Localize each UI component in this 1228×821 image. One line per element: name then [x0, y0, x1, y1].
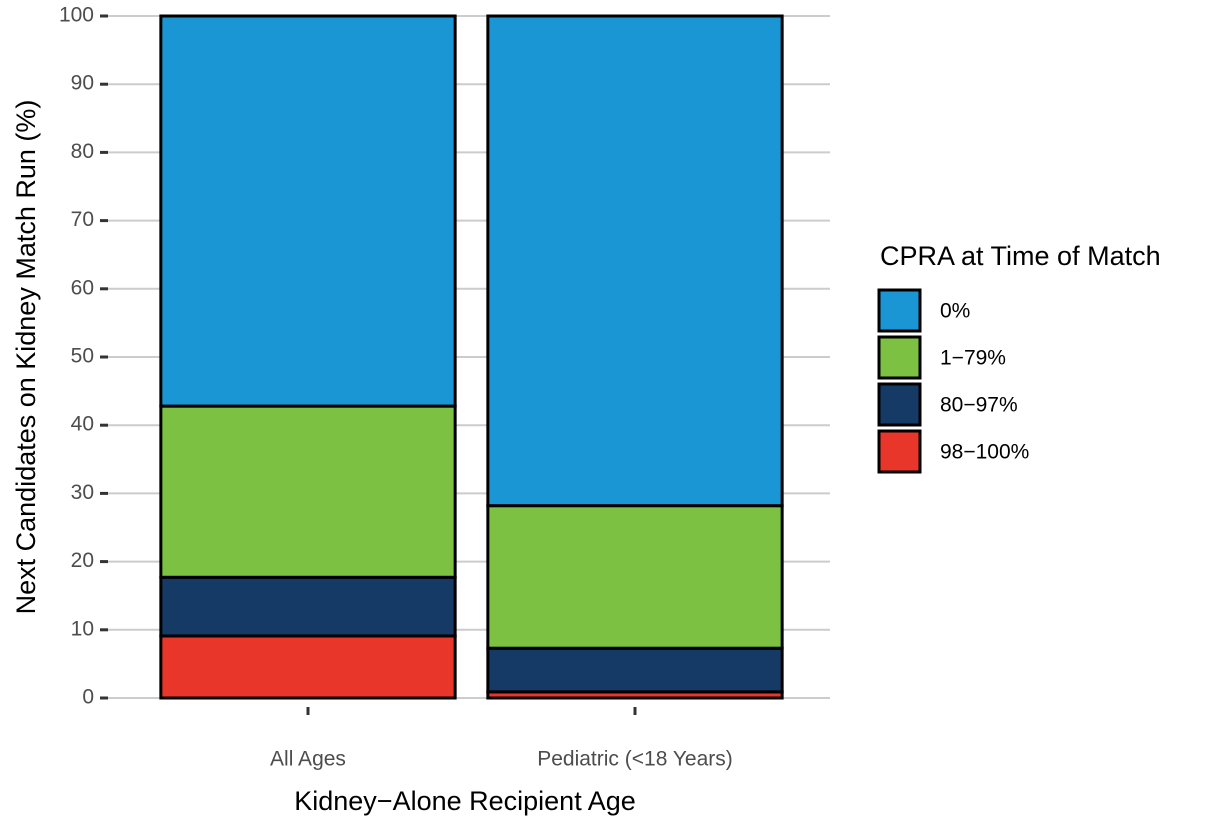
legend-label: 80−97% — [940, 394, 1018, 417]
legend-key — [877, 335, 922, 380]
legend-key — [877, 288, 922, 333]
y-tick-label: 50 — [71, 345, 94, 368]
y-tick-label: 60 — [71, 276, 94, 299]
bar-segment — [486, 14, 784, 508]
bar-segment — [486, 504, 784, 650]
x-tick-label: All Ages — [270, 748, 346, 771]
bar-segment — [486, 646, 784, 694]
y-tick-label: 90 — [71, 72, 94, 95]
y-tick-label: 0 — [82, 686, 94, 709]
bar-segment — [159, 404, 457, 579]
x-tick-label: Pediatric (<18 Years) — [537, 748, 733, 771]
y-tick-label: 100 — [59, 4, 94, 27]
legend-key — [877, 382, 922, 427]
y-axis-title: Next Candidates on Kidney Match Run (%) — [11, 100, 41, 615]
bar-segment — [159, 14, 457, 408]
x-axis-title: Kidney−Alone Recipient Age — [294, 786, 636, 816]
legend-label: 0% — [940, 300, 970, 323]
legend-key — [877, 429, 922, 474]
legend-label: 98−100% — [940, 441, 1029, 464]
y-tick-label: 20 — [71, 549, 94, 572]
y-tick-label: 40 — [71, 413, 94, 436]
y-tick-label: 80 — [71, 140, 94, 163]
legend-title: CPRA at Time of Match — [880, 241, 1161, 271]
bar-segment — [159, 575, 457, 638]
y-tick-label: 10 — [71, 617, 94, 640]
bar-segment — [159, 634, 457, 700]
legend-label: 1−79% — [940, 347, 1006, 370]
y-tick-label: 70 — [71, 208, 94, 231]
y-tick-label: 30 — [71, 481, 94, 504]
